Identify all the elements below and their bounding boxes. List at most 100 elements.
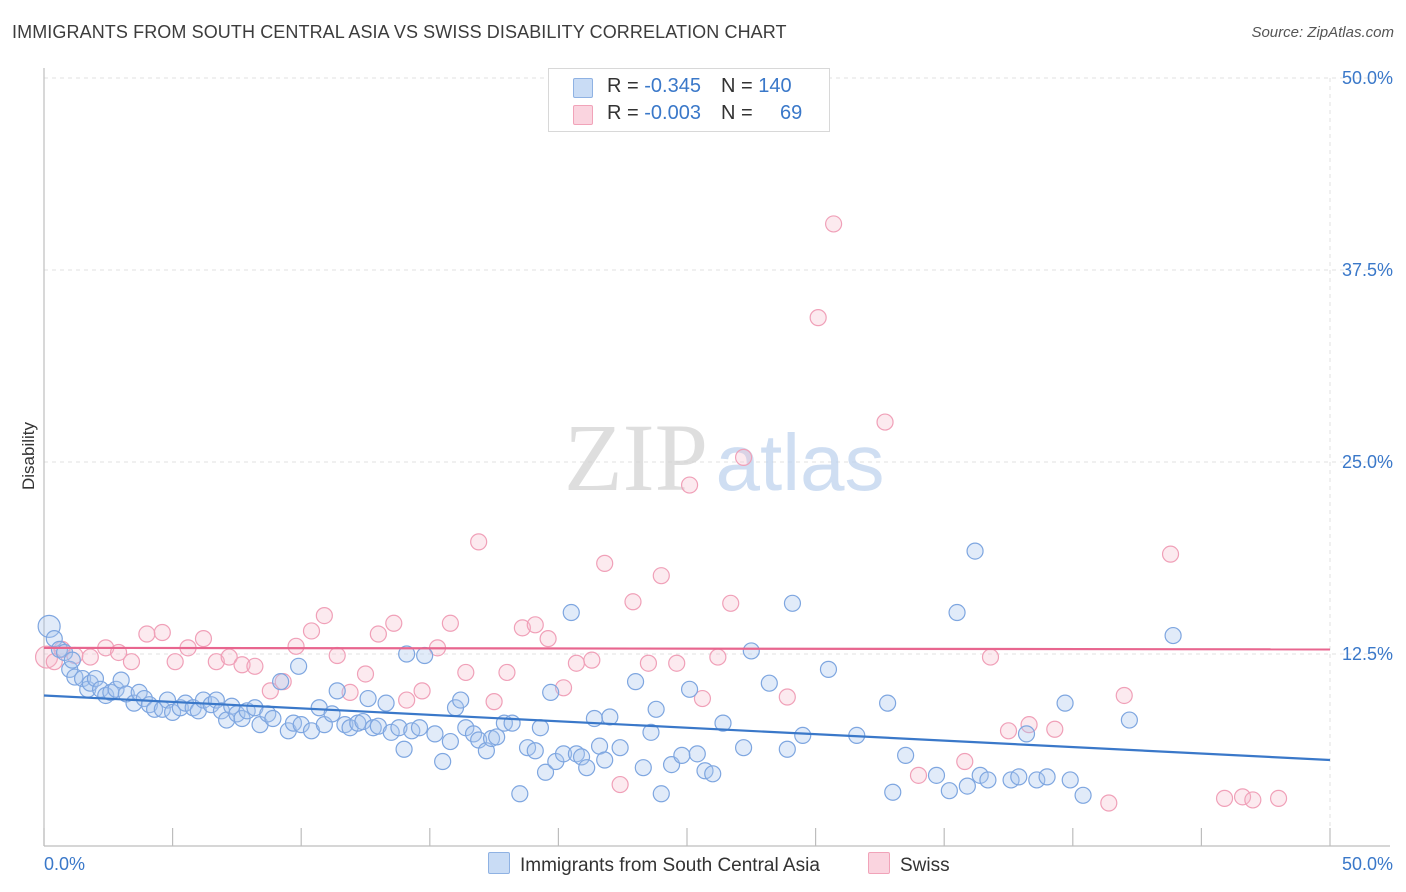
immigrants-point-103 xyxy=(673,746,691,764)
immigrants-point-132 xyxy=(1056,694,1074,712)
immigrants-point-117 xyxy=(879,694,897,712)
swiss-point-43 xyxy=(624,593,642,611)
swiss-point-21 xyxy=(315,606,333,625)
immigrants-point-136 xyxy=(1164,626,1182,645)
legend-swatch-pink xyxy=(573,105,593,125)
swiss-point-54 xyxy=(825,215,843,233)
immigrants-point-104 xyxy=(680,680,699,698)
swiss-point-37 xyxy=(539,630,557,648)
x-tick-label-0: 0.0% xyxy=(44,854,85,874)
swiss-point-47 xyxy=(680,476,699,494)
watermark-atlas: atlas xyxy=(716,418,885,507)
immigrants-point-83 xyxy=(531,719,549,737)
swiss-point-24 xyxy=(356,665,375,683)
trend-lines xyxy=(43,646,1331,762)
immigrants-point-122 xyxy=(948,603,966,622)
immigrants-point-77 xyxy=(488,728,506,746)
swiss-point-13 xyxy=(207,653,225,671)
bottom-legend-swiss: Swiss xyxy=(868,852,950,877)
immigrants-point-89 xyxy=(567,745,586,763)
bottom-legend-swatch-blue xyxy=(488,852,510,874)
swiss-point-28 xyxy=(413,682,431,700)
swiss-point-48 xyxy=(693,689,712,708)
immigrants-point-25 xyxy=(171,699,189,717)
swiss-point-67 xyxy=(1244,791,1262,809)
swiss-point-49 xyxy=(709,648,727,666)
y-axis-label: Disability xyxy=(19,421,38,490)
immigrants-point-67 xyxy=(426,725,444,743)
bottom-legend-swatch-pink xyxy=(868,852,890,874)
swiss-point-4 xyxy=(81,648,99,666)
immigrants-point-105 xyxy=(688,745,706,763)
immigrants-point-66 xyxy=(416,646,434,665)
swiss-point-12 xyxy=(194,630,213,648)
swiss-point-65 xyxy=(1215,789,1234,807)
swiss-point-59 xyxy=(999,722,1018,740)
swiss-point-42 xyxy=(611,775,629,794)
immigrants-point-68 xyxy=(434,752,452,771)
immigrants-point-111 xyxy=(760,674,778,692)
swiss-point-16 xyxy=(246,657,264,675)
swiss-point-52 xyxy=(778,688,796,706)
immigrants-point-61 xyxy=(390,719,408,737)
swiss-point-44 xyxy=(639,654,658,672)
immigrants-point-129 xyxy=(1017,725,1036,743)
swiss-point-30 xyxy=(441,614,459,632)
y-tick-label-3: 50.0% xyxy=(1342,68,1393,88)
immigrants-point-51 xyxy=(328,682,346,700)
swiss-point-53 xyxy=(809,309,827,327)
immigrants-point-42 xyxy=(272,673,290,691)
immigrants-point-65 xyxy=(410,719,429,737)
watermark-zip: ZIP xyxy=(564,404,708,511)
tick-labels: 12.5% 25.0% 37.5% 50.0% 0.0% 50.0% xyxy=(44,68,1393,874)
axes xyxy=(43,68,1390,847)
immigrants-point-130 xyxy=(1028,771,1046,789)
swiss-trend-line xyxy=(43,646,1331,651)
swiss-point-19 xyxy=(287,637,305,655)
immigrants-point-91 xyxy=(578,759,596,777)
legend-text-pink: R = -0.003 N = 69 xyxy=(607,102,803,124)
immigrants-point-100 xyxy=(647,700,665,718)
immigrants-point-95 xyxy=(601,708,619,726)
immigrants-point-2 xyxy=(50,640,69,658)
y-tick-label-1: 25.0% xyxy=(1342,452,1393,472)
immigrants-point-94 xyxy=(596,751,614,769)
legend: R = -0.345 N = 140 R = -0.003 N = 69 xyxy=(548,68,830,132)
swiss-point-8 xyxy=(138,625,156,643)
legend-text-blue: R = -0.345 N = 140 xyxy=(607,75,792,97)
immigrants-point-126 xyxy=(979,771,997,789)
immigrants-point-115 xyxy=(819,660,838,678)
swiss-point-7 xyxy=(122,653,141,671)
swiss-point-20 xyxy=(302,622,321,640)
swiss-point-38 xyxy=(554,679,573,697)
swiss-point-26 xyxy=(385,614,403,632)
chart-title: IMMIGRANTS FROM SOUTH CENTRAL ASIA VS SW… xyxy=(12,22,787,42)
swiss-point-27 xyxy=(398,691,416,709)
swiss-point-25 xyxy=(369,625,387,643)
grid-lines xyxy=(44,77,1390,846)
swiss-point-36 xyxy=(526,616,544,634)
bottom-legend-immigrants: Immigrants from South Central Asia xyxy=(488,852,820,877)
swiss-point-41 xyxy=(596,554,614,572)
immigrants-point-80 xyxy=(511,785,529,803)
swiss-point-35 xyxy=(513,619,531,637)
swiss-point-15 xyxy=(233,656,251,674)
swiss-points xyxy=(34,215,1288,812)
immigrants-point-131 xyxy=(1038,768,1056,786)
immigrants-point-133 xyxy=(1061,771,1079,789)
source-label: Source: ZipAtlas.com xyxy=(1251,24,1394,41)
immigrants-point-90 xyxy=(572,748,591,766)
swiss-point-46 xyxy=(668,654,686,672)
swiss-point-66 xyxy=(1233,788,1252,806)
immigrants-point-119 xyxy=(897,746,915,764)
legend-swatch-blue xyxy=(573,78,593,98)
immigrants-points xyxy=(37,542,1182,804)
immigrants-point-85 xyxy=(542,683,560,702)
immigrants-point-97 xyxy=(626,673,645,691)
swiss-point-62 xyxy=(1100,794,1118,812)
immigrants-point-1 xyxy=(45,630,63,648)
immigrants-point-41 xyxy=(264,709,282,728)
immigrants-point-101 xyxy=(652,785,670,803)
immigrants-point-5 xyxy=(63,651,81,669)
bottom-legend: Immigrants from South Central Asia Swiss xyxy=(0,852,1406,878)
